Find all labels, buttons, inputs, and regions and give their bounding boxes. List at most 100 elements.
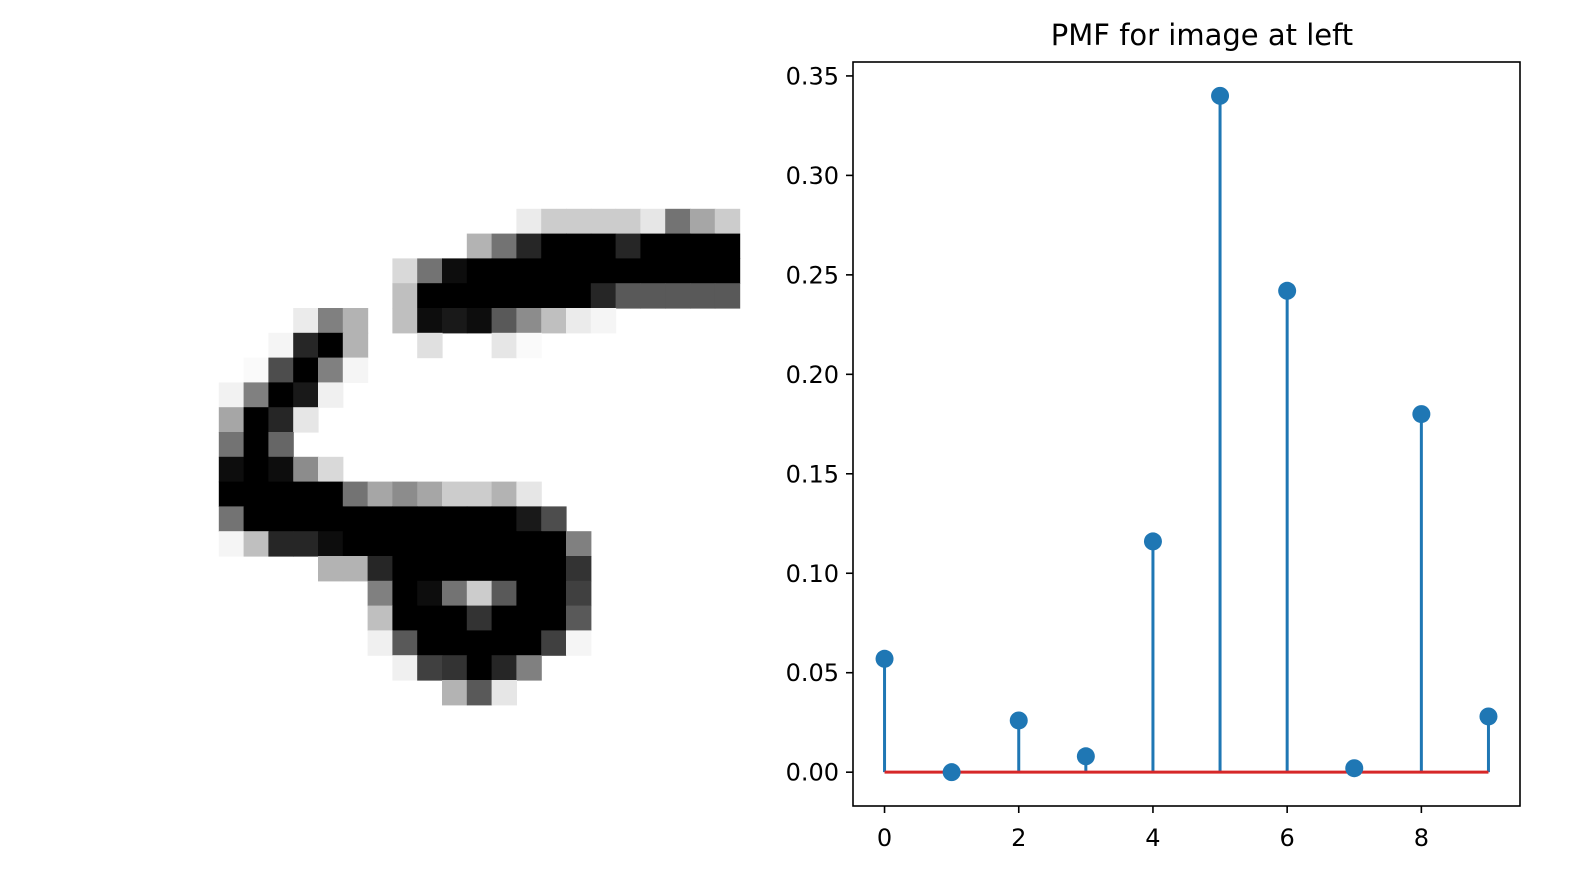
digit-pixel [342, 506, 369, 532]
digit-pixel [243, 407, 269, 433]
digit-pixel [541, 630, 567, 656]
digit-pixel [590, 308, 617, 334]
stem-marker [1345, 759, 1364, 778]
digit-pixel [318, 357, 344, 383]
digit-pixel [243, 357, 269, 383]
digit-pixel [665, 233, 691, 259]
x-tick-label: 6 [1280, 824, 1295, 852]
digit-pixel [566, 556, 592, 582]
digit-pixel [243, 432, 269, 458]
y-tick-label: 0.35 [786, 62, 839, 90]
digit-pixel [541, 531, 567, 557]
digit-pixel [690, 233, 716, 259]
y-tick-label: 0.30 [786, 162, 839, 190]
stem-marker [942, 763, 961, 782]
digit-pixel [640, 258, 666, 284]
digit-pixel [714, 258, 741, 284]
digit-pixel [392, 580, 418, 607]
stem-marker [1009, 711, 1028, 730]
digit-pixel [541, 506, 567, 532]
digit-pixel [293, 481, 319, 507]
digit-pixel [417, 531, 443, 557]
digit-pixel [417, 556, 443, 582]
digit-pixel [442, 605, 468, 631]
digit-pixel [640, 283, 666, 309]
digit-pixel [318, 506, 344, 532]
digit-pixel [491, 233, 517, 259]
digit-pixel [218, 481, 245, 507]
digit-pixel [293, 382, 319, 408]
digit-pixel [293, 531, 319, 557]
digit-pixel [491, 556, 517, 582]
y-tick-label: 0.00 [786, 759, 839, 787]
digit-pixel [466, 556, 493, 582]
digit-pixel [367, 605, 393, 631]
digit-pixel [367, 630, 393, 656]
digit-pixel [566, 630, 592, 656]
digit-pixel [714, 283, 741, 309]
stem-marker [1479, 707, 1498, 726]
digit-pixel [516, 630, 542, 656]
digit-pixel [318, 382, 344, 408]
digit-pixel [640, 208, 666, 235]
digit-pixel [665, 258, 691, 284]
digit-pixel [566, 233, 592, 259]
digit-pixel [417, 580, 443, 607]
digit-image [218, 208, 741, 706]
digit-pixel [615, 233, 641, 259]
digit-pixel [491, 531, 517, 557]
digit-pixel [615, 283, 641, 309]
digit-pixel [466, 283, 493, 309]
digit-pixel [417, 308, 443, 334]
digit-pixel [491, 258, 517, 284]
digit-pixel [466, 308, 493, 334]
digit-pixel [541, 233, 567, 259]
digit-pixel [367, 506, 393, 532]
digit-pixel [442, 506, 468, 532]
digit-pixel [417, 605, 443, 631]
digit-pixel [392, 630, 418, 656]
digit-pixel [690, 283, 716, 309]
digit-pixel [417, 506, 443, 532]
digit-pixel [590, 283, 617, 309]
digit-pixel [218, 506, 245, 532]
digit-pixel [417, 655, 443, 681]
digit-pixel [690, 208, 716, 235]
digit-pixel [268, 332, 294, 359]
digit-pixel [466, 233, 493, 259]
digit-pixel [392, 258, 418, 284]
digit-pixel [392, 605, 418, 631]
digit-pixel [367, 580, 393, 607]
digit-pixel [665, 208, 691, 235]
digit-pixel [566, 308, 592, 334]
digit-pixel [516, 233, 542, 259]
y-tick-label: 0.25 [786, 261, 839, 289]
digit-pixel [268, 506, 294, 532]
y-tick-label: 0.15 [786, 460, 839, 488]
digit-pixel [516, 332, 542, 359]
stem-marker [1076, 747, 1095, 766]
digit-pixel [516, 655, 542, 681]
x-tick-label: 2 [1011, 824, 1026, 852]
digit-pixel [665, 283, 691, 309]
digit-pixel [615, 258, 641, 284]
digit-pixel [541, 580, 567, 607]
digit-pixel [466, 630, 493, 656]
digit-pixel [268, 357, 294, 383]
digit-pixel [318, 456, 344, 483]
digit-pixel [218, 456, 245, 483]
digit-pixel [318, 308, 344, 334]
digit-pixel [392, 283, 418, 309]
digit-pixel [466, 506, 493, 532]
digit-pixel [516, 208, 542, 235]
digit-pixel [243, 481, 269, 507]
digit-pixel [516, 308, 542, 334]
digit-pixel [541, 556, 567, 582]
digit-pixel [690, 258, 716, 284]
digit-pixel [590, 233, 617, 259]
digit-pixel [566, 605, 592, 631]
digit-pixel [491, 308, 517, 334]
digit-pixel [466, 531, 493, 557]
